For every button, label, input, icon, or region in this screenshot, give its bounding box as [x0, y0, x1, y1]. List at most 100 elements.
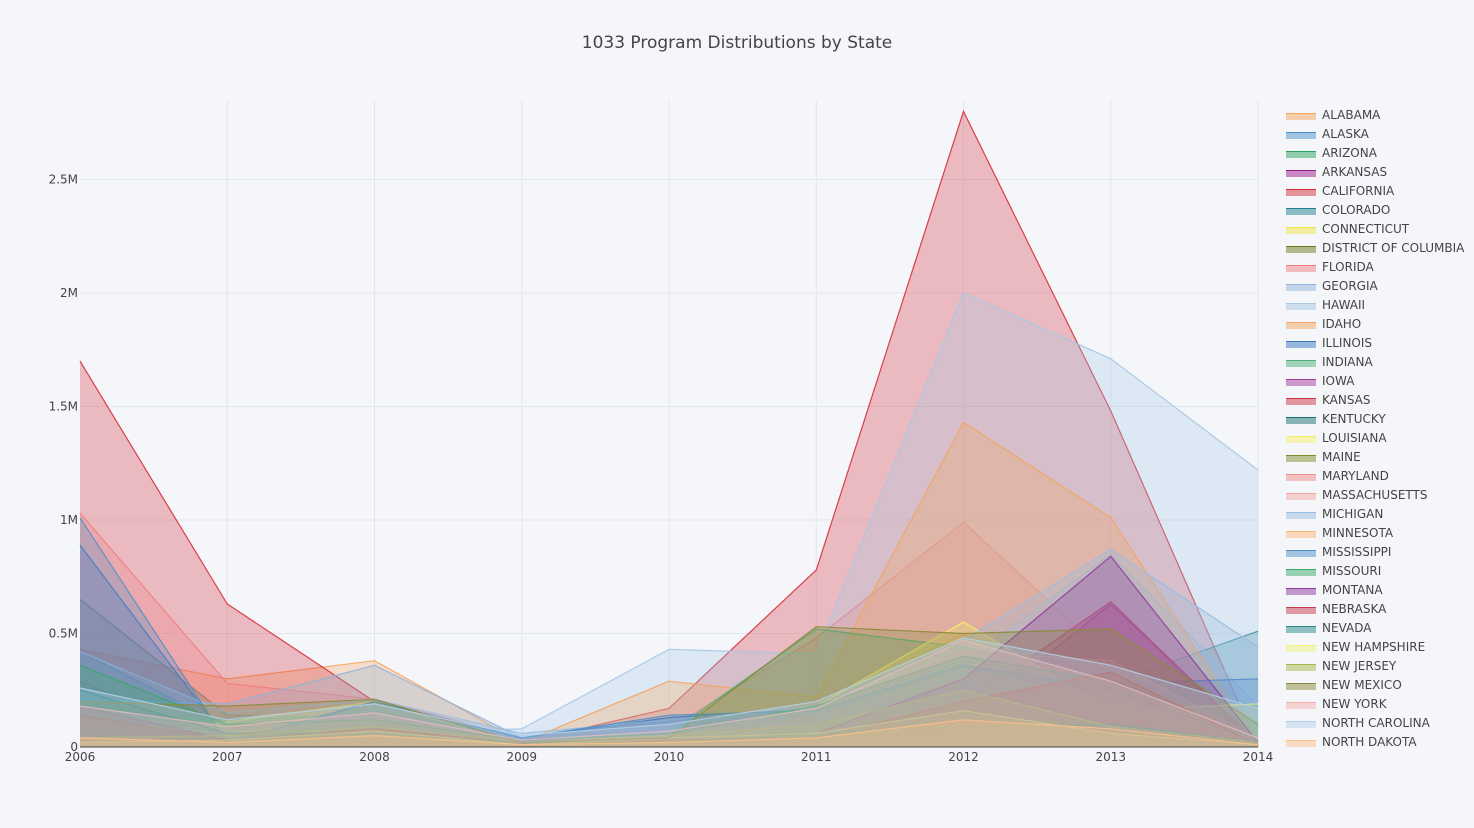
legend-swatch	[1286, 243, 1316, 253]
area-fill-louisiana[interactable]	[80, 622, 1258, 747]
x-tick-label: 2010	[654, 750, 685, 764]
legend-item[interactable]: CONNECTICUT	[1286, 219, 1471, 238]
legend-swatch	[1286, 661, 1316, 671]
legend-item[interactable]: KENTUCKY	[1286, 409, 1471, 428]
legend-item[interactable]: MISSISSIPPI	[1286, 542, 1471, 561]
legend-swatch	[1286, 585, 1316, 595]
legend-swatch	[1286, 186, 1316, 196]
legend-item[interactable]: LOUISIANA	[1286, 428, 1471, 447]
legend-item[interactable]: HAWAII	[1286, 295, 1471, 314]
legend-item[interactable]: NEW HAMPSHIRE	[1286, 637, 1471, 656]
legend-item[interactable]: MAINE	[1286, 447, 1471, 466]
legend-item[interactable]: NEW YORK	[1286, 694, 1471, 713]
legend-item[interactable]: FLORIDA	[1286, 257, 1471, 276]
legend: ALABAMA ALASKA ARIZONA ARKANSAS CALIFORNIA CO…	[1286, 105, 1471, 751]
legend-swatch	[1286, 509, 1316, 519]
legend-item[interactable]: ALASKA	[1286, 124, 1471, 143]
legend-item[interactable]: IOWA	[1286, 371, 1471, 390]
area-fill-maine[interactable]	[80, 737, 1258, 747]
legend-swatch	[1286, 357, 1316, 367]
legend-label: ILLINOIS	[1322, 335, 1373, 350]
legend-label: ALABAMA	[1322, 107, 1381, 122]
area-fill-minnesota[interactable]	[80, 669, 1258, 747]
legend-swatch	[1286, 281, 1316, 291]
legend-item[interactable]: MASSACHUSETTS	[1286, 485, 1471, 504]
legend-item[interactable]: ARKANSAS	[1286, 162, 1471, 181]
area-series-group	[79, 109, 1259, 748]
legend-item[interactable]: ARIZONA	[1286, 143, 1471, 162]
axes: 2006 2007 2008 2009 2010 2011 2012 2013 2014 0 0.5…	[49, 172, 1274, 764]
area-fill-michigan[interactable]	[80, 549, 1258, 748]
legend-item[interactable]: NEVADA	[1286, 618, 1471, 637]
legend-item[interactable]: IDAHO	[1286, 314, 1471, 333]
area-fill-alabama[interactable]	[80, 633, 1258, 748]
legend-item[interactable]: ALABAMA	[1286, 105, 1471, 124]
legend-swatch	[1286, 376, 1316, 386]
y-tick-label: 2.5M	[49, 172, 78, 186]
legend-item[interactable]: DISTRICT OF COLUMBIA	[1286, 238, 1471, 257]
legend-label: DISTRICT OF COLUMBIA	[1322, 240, 1465, 255]
area-fill-new-mexico[interactable]	[80, 626, 1258, 747]
legend-label: ARIZONA	[1322, 145, 1377, 160]
legend-swatch	[1286, 148, 1316, 158]
area-fill-maryland[interactable]	[80, 651, 1258, 747]
area-fill-kentucky[interactable]	[80, 726, 1258, 747]
legend-item[interactable]: MONTANA	[1286, 580, 1471, 599]
legend-item[interactable]: NEW JERSEY	[1286, 656, 1471, 675]
legend-item[interactable]: KANSAS	[1286, 390, 1471, 409]
legend-swatch	[1286, 737, 1316, 747]
area-fill-alaska[interactable]	[80, 726, 1258, 747]
legend-item[interactable]: NEBRASKA	[1286, 599, 1471, 618]
legend-label: INDIANA	[1322, 354, 1373, 369]
legend-label: COLORADO	[1322, 202, 1391, 217]
legend-swatch	[1286, 224, 1316, 234]
legend-item[interactable]: NEW MEXICO	[1286, 675, 1471, 694]
legend-label: CONNECTICUT	[1322, 221, 1410, 236]
x-tick-label: 2009	[506, 750, 537, 764]
legend-item[interactable]: MINNESOTA	[1286, 523, 1471, 542]
legend-swatch	[1286, 414, 1316, 424]
area-fill-illinois[interactable]	[80, 545, 1258, 747]
legend-item[interactable]: ILLINOIS	[1286, 333, 1471, 352]
legend-item[interactable]: INDIANA	[1286, 352, 1471, 371]
legend-swatch	[1286, 699, 1316, 709]
area-fill-north-dakota[interactable]	[80, 719, 1258, 747]
series-line-california	[79, 109, 1259, 748]
legend-item[interactable]: MICHIGAN	[1286, 504, 1471, 523]
legend-label: LOUISIANA	[1322, 430, 1387, 445]
legend-item[interactable]: NORTH DAKOTA	[1286, 732, 1471, 751]
area-fill-florida[interactable]	[80, 513, 1258, 747]
legend-item[interactable]: NORTH CAROLINA	[1286, 713, 1471, 732]
area-fill-nevada[interactable]	[80, 690, 1258, 747]
legend-swatch	[1286, 319, 1316, 329]
legend-swatch	[1286, 395, 1316, 405]
legend-label: NEW YORK	[1322, 696, 1387, 711]
legend-swatch	[1286, 205, 1316, 215]
legend-item[interactable]: MARYLAND	[1286, 466, 1471, 485]
area-fill-indiana[interactable]	[80, 629, 1258, 747]
legend-label: MAINE	[1322, 449, 1361, 464]
x-tick-label: 2013	[1095, 750, 1126, 764]
x-tick-label: 2012	[948, 750, 979, 764]
area-fill-montana[interactable]	[80, 556, 1258, 747]
area-fill-new-jersey[interactable]	[80, 690, 1258, 747]
x-tick-label: 2014	[1243, 750, 1274, 764]
legend-label: ARKANSAS	[1322, 164, 1388, 179]
series-line-florida	[79, 512, 1259, 746]
legend-swatch	[1286, 262, 1316, 272]
legend-label: NORTH DAKOTA	[1322, 734, 1417, 749]
legend-label: ALASKA	[1322, 126, 1369, 141]
legend-item[interactable]: MISSOURI	[1286, 561, 1471, 580]
legend-item[interactable]: COLORADO	[1286, 200, 1471, 219]
legend-label: GEORGIA	[1322, 278, 1378, 293]
area-fill-nebraska[interactable]	[80, 672, 1258, 747]
legend-swatch	[1286, 110, 1316, 120]
series-line-kentucky	[79, 725, 1259, 746]
legend-label: MISSOURI	[1322, 563, 1382, 578]
legend-item[interactable]: CALIFORNIA	[1286, 181, 1471, 200]
series-line-north-dakota	[79, 719, 1259, 746]
legend-swatch	[1286, 680, 1316, 690]
legend-swatch	[1286, 452, 1316, 462]
area-fill-california[interactable]	[80, 111, 1258, 747]
legend-item[interactable]: GEORGIA	[1286, 276, 1471, 295]
